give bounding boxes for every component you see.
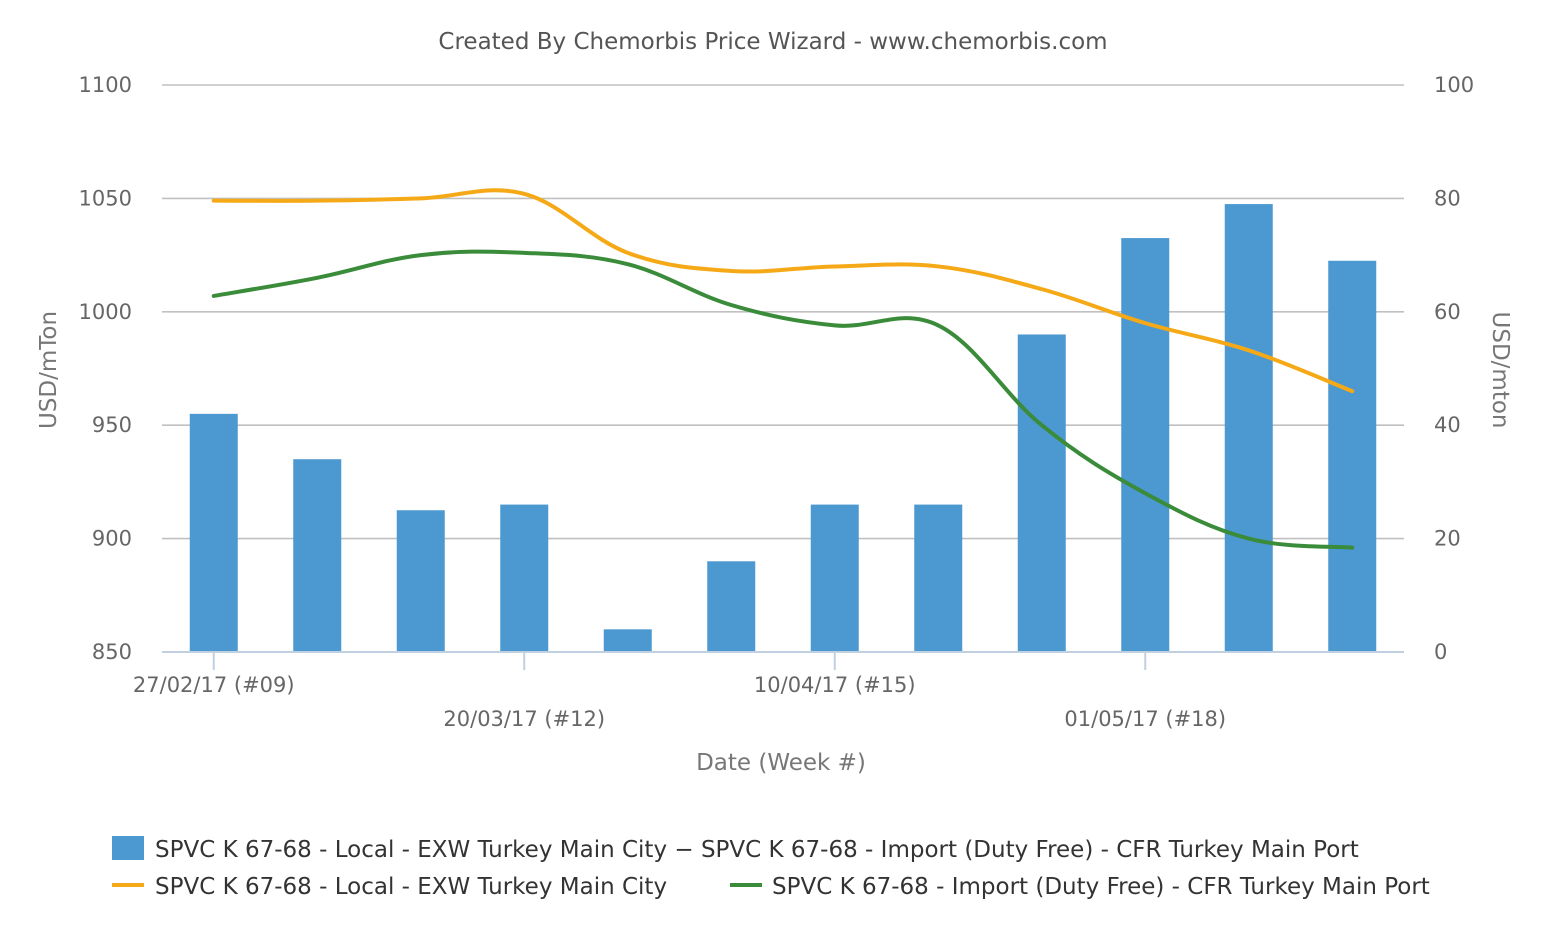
bar xyxy=(604,629,652,652)
bar xyxy=(397,510,445,652)
y-tick-label-right: 80 xyxy=(1434,186,1461,210)
legend-label-bar: SPVC K 67-68 - Local - EXW Turkey Main C… xyxy=(155,837,1359,863)
bar xyxy=(1225,204,1273,652)
y-tick-label-left: 1050 xyxy=(79,186,132,210)
bar xyxy=(1328,261,1376,652)
legend-swatch-local xyxy=(112,883,144,887)
y-tick-label-right: 100 xyxy=(1434,73,1474,97)
bar xyxy=(811,505,859,652)
x-axis: 27/02/17 (#09) 20/03/17 (#12) 10/04/17 (#1… xyxy=(133,652,1404,731)
legend-swatch-bar xyxy=(112,836,144,860)
y-tick-label-left: 1100 xyxy=(79,73,132,97)
y-tick-label-left: 850 xyxy=(92,640,132,664)
bar xyxy=(707,561,755,652)
legend-label-import: SPVC K 67-68 - Import (Duty Free) - CFR … xyxy=(772,874,1430,900)
y-tick-label-left: 950 xyxy=(92,413,132,437)
y-tick-label-right: 40 xyxy=(1434,413,1461,437)
bar xyxy=(500,505,548,652)
y-tick-label-left: 900 xyxy=(92,527,132,551)
bar xyxy=(914,505,962,652)
x-tick-label: 27/02/17 (#09) xyxy=(133,673,295,697)
series-line-1 xyxy=(214,190,1353,391)
legend-item-local[interactable]: SPVC K 67-68 - Local - EXW Turkey Main C… xyxy=(112,874,667,900)
line-series xyxy=(214,190,1353,548)
series-line-2 xyxy=(214,252,1353,548)
y-tick-label-left: 1000 xyxy=(79,300,132,324)
y-axis-title-right: USD/mton xyxy=(1487,312,1513,429)
bar xyxy=(190,414,238,652)
y-tick-label-right: 0 xyxy=(1434,640,1447,664)
gridlines xyxy=(162,85,1404,539)
x-tick-label: 10/04/17 (#15) xyxy=(754,673,916,697)
bar xyxy=(293,459,341,652)
left-axis-ticks: 850 900 950 1000 1050 1100 xyxy=(79,73,132,664)
x-axis-title: Date (Week #) xyxy=(696,750,866,776)
bar xyxy=(1018,334,1066,652)
x-tick-label: 01/05/17 (#18) xyxy=(1064,707,1226,731)
legend: SPVC K 67-68 - Local - EXW Turkey Main C… xyxy=(112,836,1430,900)
legend-label-local: SPVC K 67-68 - Local - EXW Turkey Main C… xyxy=(155,874,667,900)
y-tick-label-right: 20 xyxy=(1434,527,1461,551)
right-axis-ticks: 0 20 40 60 80 100 xyxy=(1434,73,1474,664)
y-tick-label-right: 60 xyxy=(1434,300,1461,324)
legend-item-import[interactable]: SPVC K 67-68 - Import (Duty Free) - CFR … xyxy=(730,874,1430,900)
legend-swatch-import xyxy=(730,883,762,887)
bar xyxy=(1121,238,1169,652)
legend-item-bar[interactable]: SPVC K 67-68 - Local - EXW Turkey Main C… xyxy=(112,836,1359,863)
chart-title: Created By Chemorbis Price Wizard - www.… xyxy=(438,29,1107,55)
x-tick-label: 20/03/17 (#12) xyxy=(443,707,605,731)
y-axis-title-left: USD/mTon xyxy=(36,311,62,429)
